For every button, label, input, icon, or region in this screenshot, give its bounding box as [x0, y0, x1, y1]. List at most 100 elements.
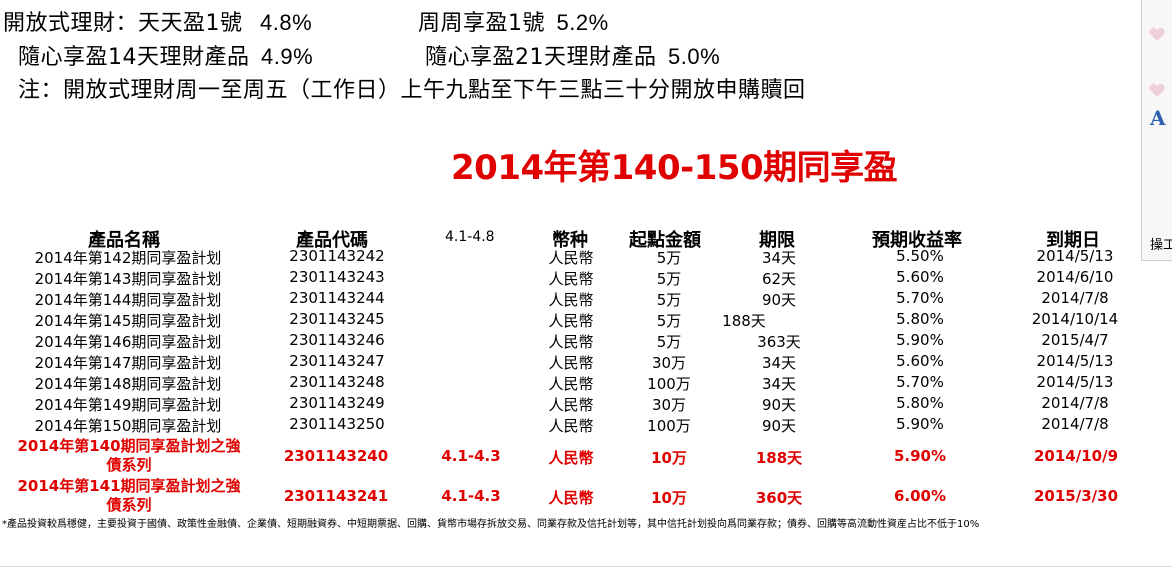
intro-product-2: 周周享盈1號	[418, 11, 545, 36]
cell-code: 2301143247	[289, 352, 385, 370]
intro-rate-2: 5.2%	[556, 10, 609, 35]
header-period: 4.1-4.8	[445, 229, 495, 245]
intro-rate-3: 4.9%	[261, 44, 314, 69]
cell-maturity: 2014/7/8	[1041, 415, 1109, 433]
heart-icon	[1149, 84, 1165, 97]
featured-row: 2014年第141期同享盈計划之強 債系列 2301143241 4.1-4.3…	[0, 477, 1140, 515]
cell-term: 90天	[761, 291, 797, 309]
font-size-icon[interactable]: A	[1150, 106, 1166, 130]
featured-name-line2: 債系列	[106, 456, 152, 474]
cell-term: 62天	[761, 270, 797, 288]
intro-rate-4: 5.0%	[668, 44, 721, 69]
featured-min: 10万	[651, 449, 687, 467]
cell-name: 2014年第148期同享盈計划	[34, 375, 222, 393]
cell-currency: 人民幣	[548, 312, 594, 330]
cell-yield: 5.50%	[896, 247, 944, 265]
cell-currency: 人民幣	[548, 375, 594, 393]
featured-term: 188天	[755, 449, 803, 467]
featured-row: 2014年第140期同享盈計划之強 債系列 2301143240 4.1-4.3…	[0, 437, 1140, 475]
cell-code: 2301143246	[289, 331, 385, 349]
cell-yield: 5.80%	[896, 394, 944, 412]
intro-line-2: 隨心享盈14天理財產品 4.9%	[18, 44, 313, 71]
cell-term: 188天	[722, 312, 766, 330]
table-row: 2014年第143期同享盈計划 2301143243 人民幣 5万 62天 5.…	[0, 268, 1140, 289]
cell-maturity: 2014/5/13	[1036, 247, 1114, 265]
cell-min: 5万	[656, 312, 682, 330]
table-row: 2014年第148期同享盈計划 2301143248 人民幣 100万 34天 …	[0, 373, 1140, 394]
cell-min: 100万	[647, 375, 691, 393]
featured-name-line1: 2014年第140期同享盈計划之強	[17, 437, 241, 455]
intro-note: 注：開放式理財周一至周五（工作日）上午九點至下午三點三十分開放申購贖回	[18, 78, 806, 103]
intro-product-3: 隨心享盈14天理財產品	[18, 45, 250, 70]
table-row: 2014年第146期同享盈計划 2301143246 人民幣 5万 363天 5…	[0, 331, 1140, 352]
featured-min: 10万	[651, 489, 687, 507]
cell-yield: 5.70%	[896, 289, 944, 307]
cell-min: 5万	[656, 333, 682, 351]
cell-term: 363天	[757, 333, 801, 351]
featured-name: 2014年第141期同享盈計划之強 債系列	[0, 477, 258, 515]
header-currency: 幣种	[552, 230, 588, 251]
cell-yield: 5.60%	[896, 268, 944, 286]
table-row: 2014年第145期同享盈計划 2301143245 人民幣 5万 188天 5…	[0, 310, 1140, 331]
intro-product-4: 隨心享盈21天理財產品	[425, 45, 657, 70]
featured-name-line1: 2014年第141期同享盈計划之強	[17, 477, 241, 495]
cell-name: 2014年第144期同享盈計划	[34, 291, 222, 309]
cell-min: 30万	[651, 354, 687, 372]
cell-maturity: 2015/4/7	[1041, 331, 1109, 349]
cell-yield: 5.80%	[896, 310, 944, 328]
side-toolbar[interactable]: A 操工	[1141, 0, 1172, 261]
cell-code: 2301143244	[289, 289, 385, 307]
cell-name: 2014年第143期同享盈計划	[34, 270, 222, 288]
cell-maturity: 2014/5/13	[1036, 352, 1114, 370]
heart-icon	[1149, 28, 1165, 41]
cell-min: 100万	[647, 417, 691, 435]
cell-currency: 人民幣	[548, 249, 594, 267]
cell-min: 30万	[651, 396, 687, 414]
cell-currency: 人民幣	[548, 396, 594, 414]
header-maturity: 到期日	[1046, 230, 1100, 251]
cell-term: 90天	[761, 396, 797, 414]
cell-currency: 人民幣	[548, 333, 594, 351]
cell-name: 2014年第149期同享盈計划	[34, 396, 222, 414]
featured-period: 4.1-4.3	[441, 487, 501, 505]
cell-yield: 5.60%	[896, 352, 944, 370]
cell-maturity: 2014/5/13	[1036, 373, 1114, 391]
header-name: 產品名稱	[88, 230, 160, 251]
cell-term: 34天	[761, 249, 797, 267]
cell-code: 2301143249	[289, 394, 385, 412]
featured-period: 4.1-4.3	[441, 447, 501, 465]
cell-name: 2014年第147期同享盈計划	[34, 354, 222, 372]
cell-yield: 5.70%	[896, 373, 944, 391]
cell-name: 2014年第142期同享盈計划	[34, 249, 222, 267]
page-title: 2014年第140-150期同享盈	[451, 148, 898, 188]
cell-code: 2301143248	[289, 373, 385, 391]
cell-term: 34天	[761, 375, 797, 393]
cell-code: 2301143242	[289, 247, 385, 265]
header-yield: 預期收益率	[872, 230, 962, 251]
intro-line-1: 開放式理財：天天盈1號 4.8%	[3, 10, 312, 37]
featured-currency: 人民幣	[548, 489, 594, 507]
side-tool-label[interactable]: 操工	[1150, 238, 1172, 253]
intro-rate-1: 4.8%	[260, 10, 313, 35]
cell-maturity: 2014/6/10	[1036, 268, 1114, 286]
cell-maturity: 2014/10/14	[1031, 310, 1119, 328]
intro-product-1: 開放式理財：天天盈1號	[3, 11, 243, 36]
featured-maturity: 2014/10/9	[1033, 447, 1119, 465]
featured-name: 2014年第140期同享盈計划之強 債系列	[0, 437, 258, 475]
table-row: 2014年第150期同享盈計划 2301143250 人民幣 100万 90天 …	[0, 415, 1140, 436]
featured-term: 360天	[755, 489, 803, 507]
intro-line-2b: 隨心享盈21天理財產品 5.0%	[425, 44, 720, 71]
cell-name: 2014年第150期同享盈計划	[34, 417, 222, 435]
cell-maturity: 2014/7/8	[1041, 394, 1109, 412]
featured-currency: 人民幣	[548, 449, 594, 467]
featured-yield: 6.00%	[893, 487, 947, 505]
cell-code: 2301143250	[289, 415, 385, 433]
cell-min: 5万	[656, 270, 682, 288]
cell-code: 2301143243	[289, 268, 385, 286]
cell-term: 90天	[761, 417, 797, 435]
featured-yield: 5.90%	[893, 447, 947, 465]
intro-line-1b: 周周享盈1號 5.2%	[418, 10, 609, 37]
table-row: 2014年第149期同享盈計划 2301143249 人民幣 30万 90天 5…	[0, 394, 1140, 415]
cell-yield: 5.90%	[896, 415, 944, 433]
footnote: *產品投資較爲穩健，主要投資于國債、政策性金融債、企業債、短期融資券、中短期票据…	[2, 519, 980, 530]
